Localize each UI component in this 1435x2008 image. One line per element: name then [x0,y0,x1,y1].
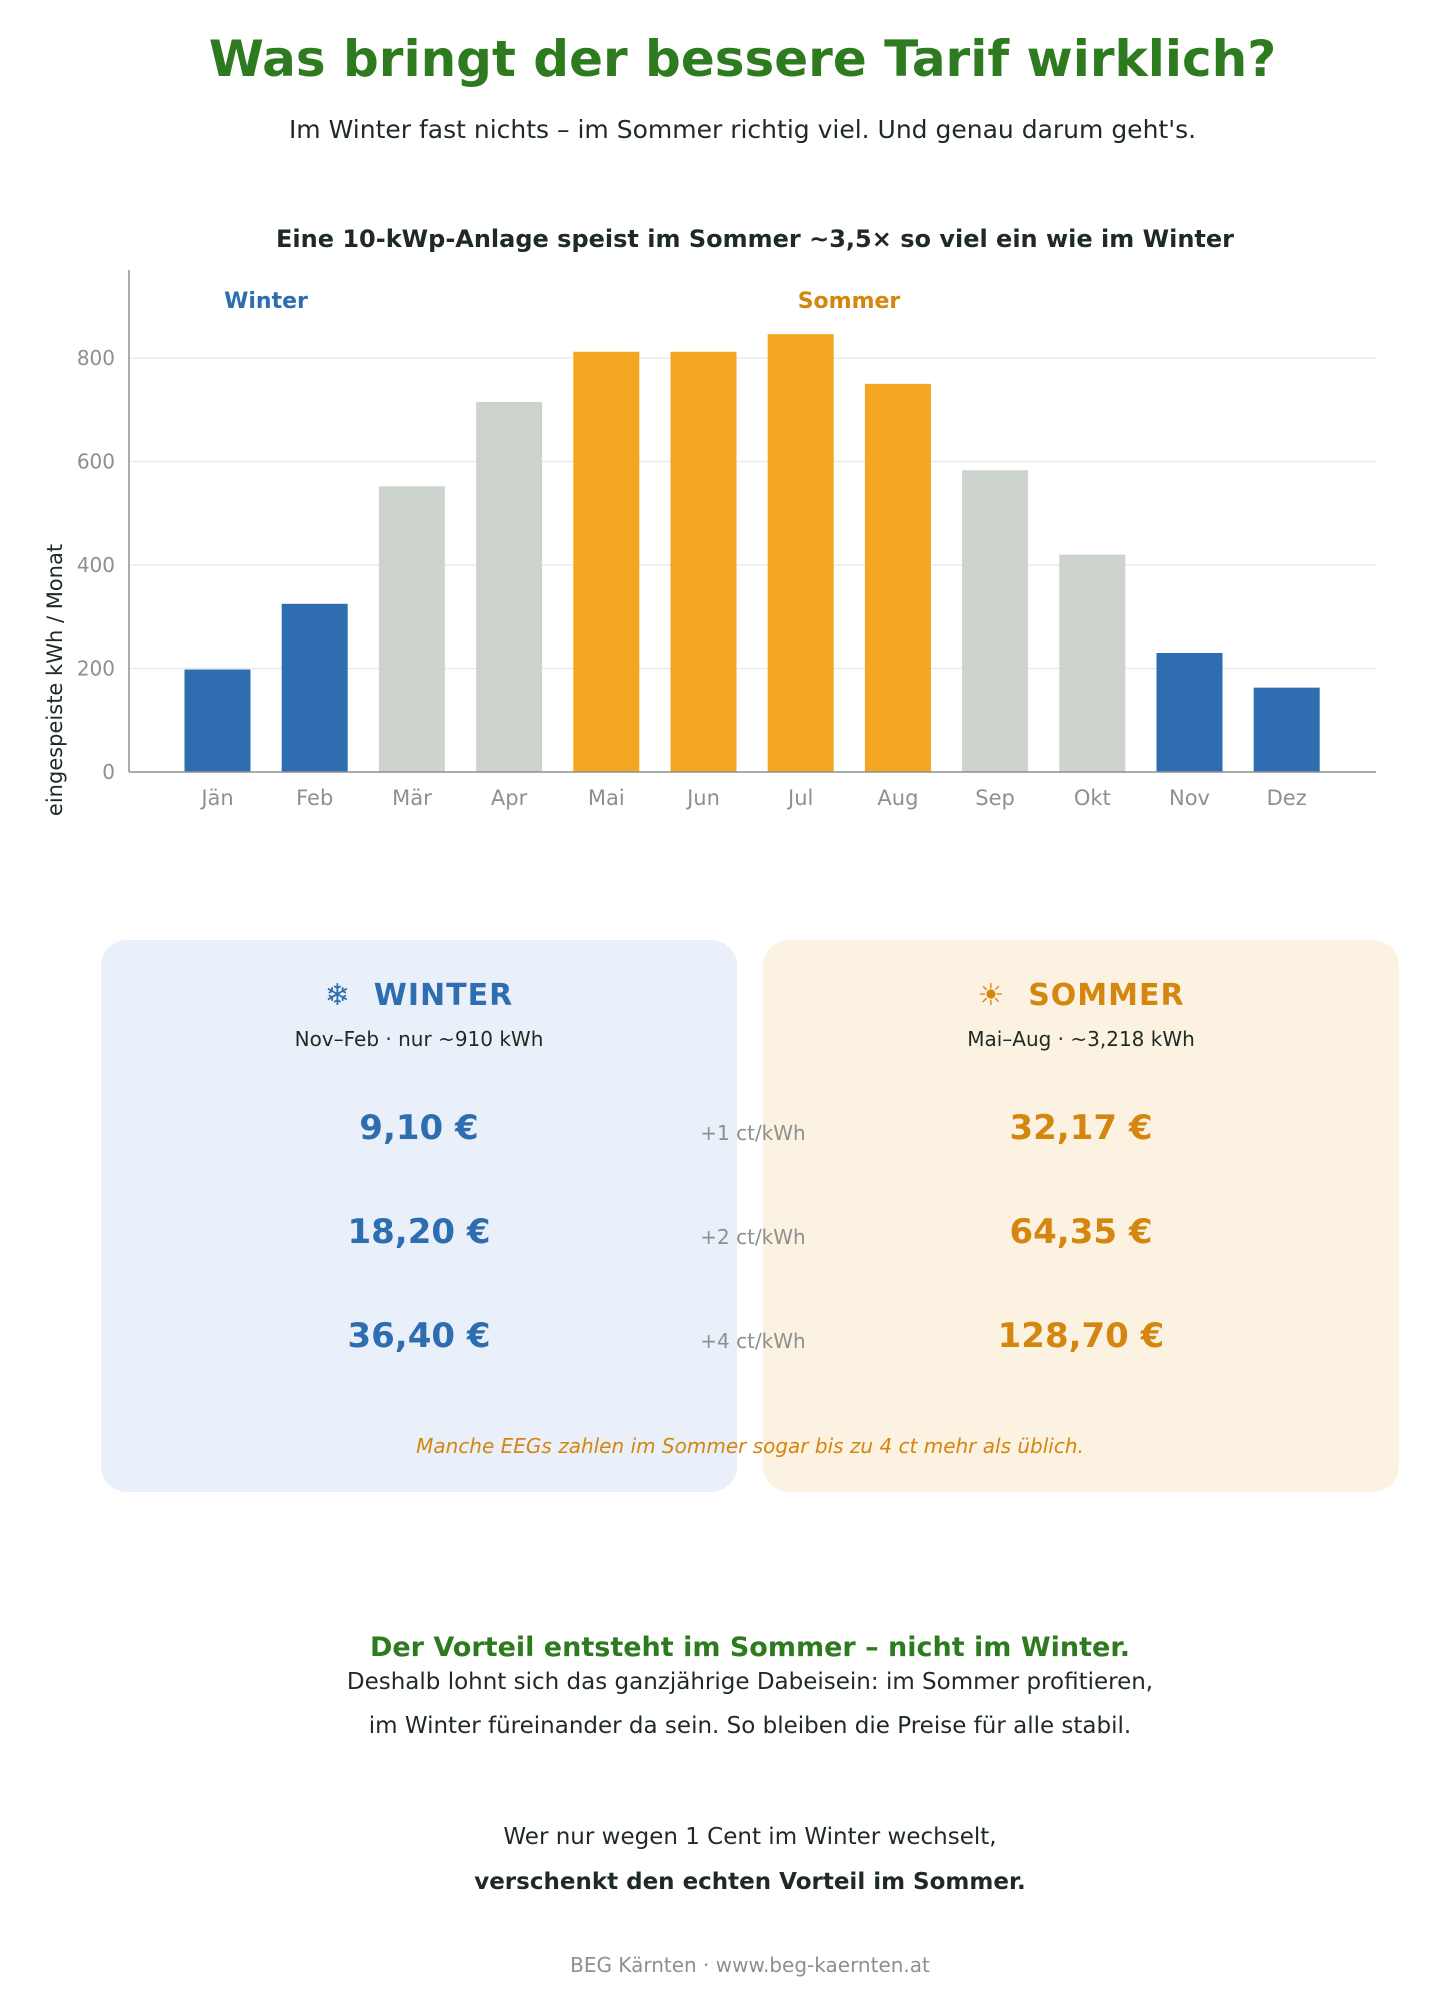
bar-winter [281,603,348,772]
bar-summer [767,334,834,772]
bar-winter [184,669,251,772]
conclusion-line-3: Wer nur wegen 1 Cent im Winter wechselt, [503,1824,997,1850]
summer-card: ☀ SOMMER Mai–Aug · ~3,218 kWh 32,17 € 64… [763,940,1399,1492]
conclusion-line-2: im Winter füreinander da sein. So bleibe… [368,1713,1132,1739]
y-tick-label: 800 [77,346,115,370]
y-tick-label: 400 [77,553,115,577]
bar-chart: Eine 10-kWp-Anlage speist im Sommer ~3,5… [43,225,1376,816]
summer-amount-4ct: 128,70 € [997,1316,1165,1356]
winter-card-title: WINTER [373,978,514,1013]
winter-card: ❄ WINTER Nov–Feb · nur ~910 kWh 9,10 € 1… [101,940,737,1492]
bar-summer [864,383,931,772]
bar-other [962,470,1029,772]
y-tick-label: 0 [102,760,115,784]
conclusion-line-4: verschenkt den echten Vorteil im Sommer. [474,1869,1026,1895]
summer-card-subtitle: Mai–Aug · ~3,218 kWh [967,1027,1195,1051]
sun-icon: ☀ [977,978,1006,1013]
bar-summer [670,351,737,772]
bar-other [476,401,543,772]
bar-summer [573,351,640,772]
snowflake-icon: ❄ [324,978,351,1013]
summer-amount-2ct: 64,35 € [1009,1212,1153,1252]
winter-amount-4ct: 36,40 € [347,1316,491,1356]
chart-ylabel: eingespeiste kWh / Monat [43,544,67,816]
x-tick-label: Jän [199,786,233,810]
rate-label-4ct: +4 ct/kWh [700,1329,806,1353]
y-tick-label: 200 [77,656,115,680]
summer-card-title: SOMMER [1028,978,1185,1013]
x-tick-label: Mai [588,786,625,810]
footer: BEG Kärnten · www.beg-kaernten.at [570,1953,930,1977]
rate-label-2ct: +2 ct/kWh [700,1225,806,1249]
winter-annotation: Winter [224,289,308,314]
summer-card-header: ☀ SOMMER [763,978,1399,1013]
x-tick-label: Dez [1267,786,1307,810]
bar-winter [1253,687,1320,772]
page-subtitle: Im Winter fast nichts – im Sommer richti… [288,115,1197,144]
x-tick-label: Feb [296,786,333,810]
x-tick-label: Mär [392,786,432,810]
conclusion-title: Der Vorteil entsteht im Sommer – nicht i… [369,1632,1131,1663]
summer-annotation: Sommer [798,289,901,314]
x-tick-label: Jun [685,786,720,810]
bar-other [378,486,445,772]
winter-amount-2ct: 18,20 € [347,1212,491,1252]
winter-card-subtitle: Nov–Feb · nur ~910 kWh [294,1027,544,1051]
rate-label-1ct: +1 ct/kWh [700,1121,806,1145]
summer-amount-1ct: 32,17 € [1009,1108,1153,1148]
y-tick-label: 600 [77,449,115,473]
x-tick-label: Jul [786,786,813,810]
x-tick-label: Sep [975,786,1015,810]
x-tick-label: Okt [1074,786,1111,810]
chart-title: Eine 10-kWp-Anlage speist im Sommer ~3,5… [276,225,1234,253]
page-title: Was bringt der bessere Tarif wirklich? [208,30,1277,88]
winter-card-header: ❄ WINTER [101,978,737,1013]
bar-winter [1156,652,1223,772]
x-tick-label: Aug [877,786,918,810]
eeg-note: Manche EEGs zahlen im Sommer sogar bis z… [416,1434,1084,1458]
winter-amount-1ct: 9,10 € [359,1108,479,1148]
bar-other [1059,554,1126,772]
x-tick-label: Nov [1169,786,1210,810]
conclusion-line-1: Deshalb lohnt sich das ganzjährige Dabei… [346,1669,1154,1695]
x-tick-label: Apr [491,786,528,810]
